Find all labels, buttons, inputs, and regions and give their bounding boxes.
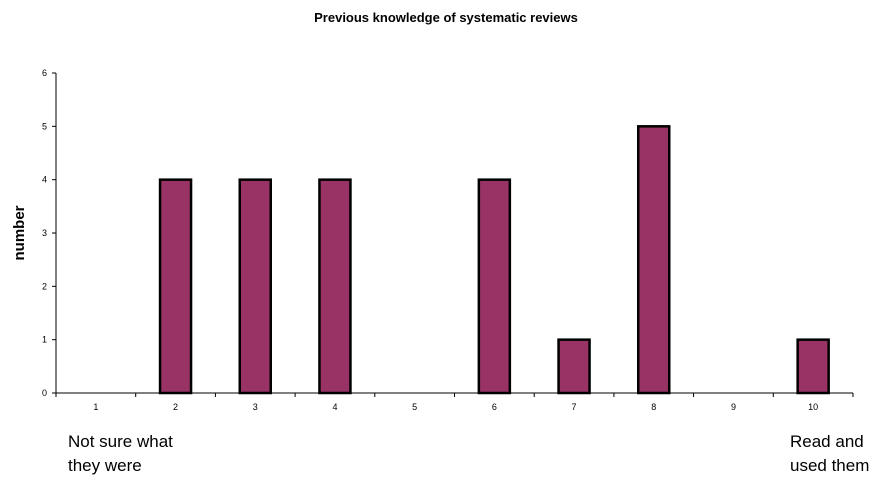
x-tick-label: 1 [93, 402, 98, 412]
x-tick-label: 8 [651, 402, 656, 412]
x-tick-label: 5 [412, 402, 417, 412]
y-tick-label: 2 [42, 281, 47, 291]
y-tick-label: 5 [42, 121, 47, 131]
chart-title: Previous knowledge of systematic reviews [314, 10, 578, 25]
bar-6 [477, 178, 512, 395]
bar-10 [796, 338, 830, 395]
annotation-low-end-line2: they were [68, 456, 142, 475]
x-tick-label: 3 [253, 402, 258, 412]
x-tick-label: 9 [731, 402, 736, 412]
x-tick-label: 10 [808, 402, 818, 412]
y-tick-label: 4 [42, 175, 47, 185]
bar-8 [637, 125, 671, 395]
annotation-high-end-line2: used them [790, 456, 870, 475]
y-tick-label: 6 [42, 68, 47, 78]
x-tick-label: 4 [332, 402, 337, 412]
y-tick-label: 0 [42, 388, 47, 398]
x-tick-labels: 1 2 3 4 5 6 7 8 9 10 [93, 402, 818, 412]
bar-4 [318, 178, 352, 395]
x-tick-label: 7 [572, 402, 577, 412]
x-tick-label: 6 [492, 402, 497, 412]
y-tick-labels: 0 1 2 3 4 5 6 [42, 68, 47, 398]
x-tick-label: 2 [173, 402, 178, 412]
annotation-high-end-line1: Read and [790, 432, 864, 451]
y-tick-label: 3 [42, 228, 47, 238]
annotation-low-end: Not sure what they were [68, 430, 173, 478]
annotation-low-end-line1: Not sure what [68, 432, 173, 451]
y-axis-label: number [11, 205, 28, 260]
annotation-high-end: Read and used them [790, 430, 869, 478]
bars [158, 125, 830, 395]
bar-2 [158, 178, 193, 395]
bar-3 [238, 178, 272, 395]
bar-7 [557, 338, 591, 395]
y-tick-label: 1 [42, 335, 47, 345]
